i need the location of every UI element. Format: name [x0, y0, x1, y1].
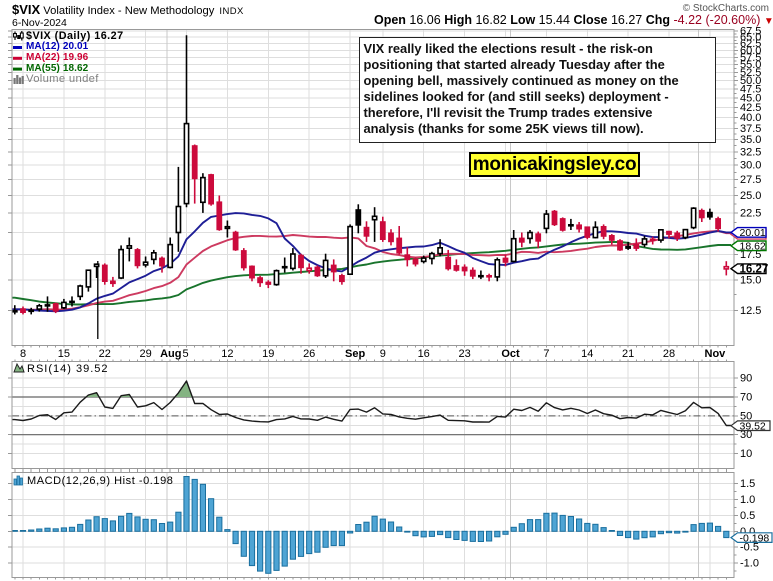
svg-text:27.5: 27.5	[740, 174, 761, 186]
svg-text:1.0: 1.0	[740, 494, 755, 506]
svg-text:50.0: 50.0	[740, 75, 761, 87]
svg-text:Oct: Oct	[501, 348, 520, 360]
svg-text:70: 70	[740, 392, 752, 404]
svg-text:-1.0: -1.0	[740, 558, 759, 570]
svg-text:0.5: 0.5	[740, 510, 755, 522]
svg-text:Nov: Nov	[705, 348, 727, 360]
svg-text:30.0: 30.0	[740, 160, 761, 172]
svg-text:16.27: 16.27	[740, 263, 769, 275]
svg-text:57.5: 57.5	[740, 52, 761, 64]
svg-text:-0.198: -0.198	[740, 532, 770, 544]
svg-text:30: 30	[740, 429, 752, 441]
svg-text:15: 15	[58, 348, 70, 360]
svg-text:52.5: 52.5	[740, 67, 761, 79]
svg-text:60.0: 60.0	[740, 45, 761, 57]
svg-text:20.01: 20.01	[740, 227, 766, 239]
svg-text:-0.5: -0.5	[740, 542, 759, 554]
svg-text:Aug: Aug	[160, 348, 181, 360]
svg-text:50: 50	[740, 410, 752, 422]
svg-text:14: 14	[581, 348, 593, 360]
svg-text:47.5: 47.5	[740, 84, 761, 96]
svg-text:45.0: 45.0	[740, 93, 761, 105]
svg-text:29: 29	[139, 348, 151, 360]
svg-text:28: 28	[663, 348, 675, 360]
svg-text:55.0: 55.0	[740, 59, 761, 71]
svg-text:90: 90	[740, 373, 752, 385]
svg-text:12: 12	[221, 348, 233, 360]
svg-text:21: 21	[622, 348, 634, 360]
svg-text:Sep: Sep	[345, 348, 365, 360]
svg-text:25.0: 25.0	[740, 190, 761, 202]
svg-text:32.5: 32.5	[740, 147, 761, 159]
svg-text:22.5: 22.5	[740, 207, 761, 219]
svg-text:62.5: 62.5	[740, 38, 761, 50]
svg-text:65.0: 65.0	[740, 32, 761, 44]
svg-text:23: 23	[458, 348, 470, 360]
svg-text:35.0: 35.0	[740, 134, 761, 146]
svg-text:40.0: 40.0	[740, 112, 761, 124]
svg-text:26: 26	[303, 348, 315, 360]
svg-text:7: 7	[543, 348, 549, 360]
svg-text:12.5: 12.5	[740, 305, 761, 317]
svg-text:67.5: 67.5	[740, 25, 761, 37]
svg-text:37.5: 37.5	[740, 123, 761, 135]
svg-text:1.5: 1.5	[740, 478, 755, 490]
svg-text:15.0: 15.0	[740, 275, 761, 287]
svg-text:5: 5	[182, 348, 188, 360]
svg-text:17.5: 17.5	[740, 249, 761, 261]
svg-text:16: 16	[418, 348, 430, 360]
svg-text:22: 22	[99, 348, 111, 360]
svg-text:10: 10	[740, 448, 752, 460]
svg-text:18.62: 18.62	[740, 240, 766, 252]
svg-text:39.52: 39.52	[740, 420, 766, 432]
svg-text:9: 9	[380, 348, 386, 360]
svg-text:42.5: 42.5	[740, 102, 761, 114]
svg-text:19: 19	[262, 348, 274, 360]
svg-text:8: 8	[20, 348, 26, 360]
